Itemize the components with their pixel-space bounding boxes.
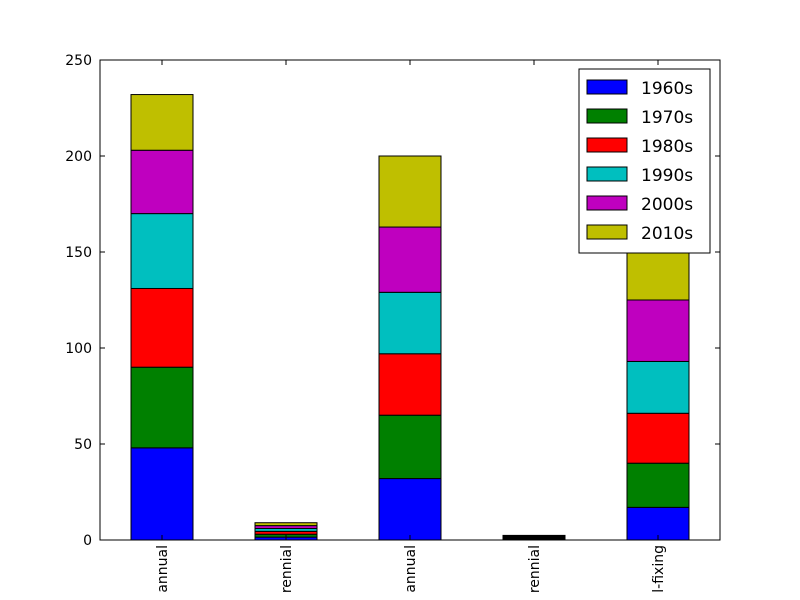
legend-swatch-2000s [586, 195, 628, 211]
legend: 1960s 1970s 1980s 1990s 2000s 2010s [578, 68, 711, 254]
bar-1960s-4 [626, 506, 690, 541]
legend-swatch-1970s [586, 108, 628, 124]
legend-label-1980s: 1980s [641, 137, 693, 157]
bar-1970s-0 [130, 366, 194, 449]
legend-label-1990s: 1990s [641, 166, 693, 186]
y-tick-label: 150 [65, 245, 92, 261]
bar-2000s-2 [378, 226, 442, 293]
y-tick-label: 250 [65, 53, 92, 69]
x-tick-label: l-fixing [651, 545, 667, 593]
bar-2010s-2 [378, 155, 442, 228]
legend-label-1970s: 1970s [641, 108, 693, 128]
legend-swatch-1980s [586, 137, 628, 153]
bar-1970s-4 [626, 462, 690, 508]
bar-1980s-0 [130, 287, 194, 368]
legend-label-1960s: 1960s [641, 79, 693, 99]
bar-1980s-2 [378, 353, 442, 416]
y-tick-label: 0 [83, 533, 92, 549]
bar-1980s-4 [626, 412, 690, 464]
bar-1990s-4 [626, 360, 690, 414]
x-tick-label: annual [403, 545, 419, 593]
x-tick-label: rennial [279, 545, 295, 593]
legend-label-2010s: 2010s [641, 224, 693, 244]
legend-swatch-1960s [586, 79, 628, 95]
bar-1990s-2 [378, 291, 442, 355]
bar-2010s-4 [626, 245, 690, 301]
bar-2010s-1 [254, 522, 318, 527]
bar-2010s-0 [130, 94, 194, 151]
x-tick-label: annual [155, 545, 171, 593]
bars-group [130, 94, 690, 541]
y-tick-label: 200 [65, 149, 92, 165]
bar-1990s-0 [130, 213, 194, 289]
legend-swatch-2010s [586, 224, 628, 240]
x-tick-label: rennial [527, 545, 543, 593]
bar-1970s-2 [378, 414, 442, 480]
x-tick-labels: annual rennial annual rennial l-fixing [155, 545, 667, 593]
bar-2000s-0 [130, 149, 194, 215]
legend-box [578, 68, 711, 254]
y-tick-label: 50 [74, 437, 92, 453]
y-tick-label: 100 [65, 341, 92, 357]
bar-2000s-4 [626, 299, 690, 362]
bar-1960s-0 [130, 447, 194, 541]
legend-label-2000s: 2000s [641, 195, 693, 215]
legend-swatch-1990s [586, 166, 628, 182]
bar-1960s-2 [378, 478, 442, 541]
axes-frame [99, 59, 721, 541]
y-tick-labels: 0 50 100 150 200 250 [65, 53, 92, 549]
